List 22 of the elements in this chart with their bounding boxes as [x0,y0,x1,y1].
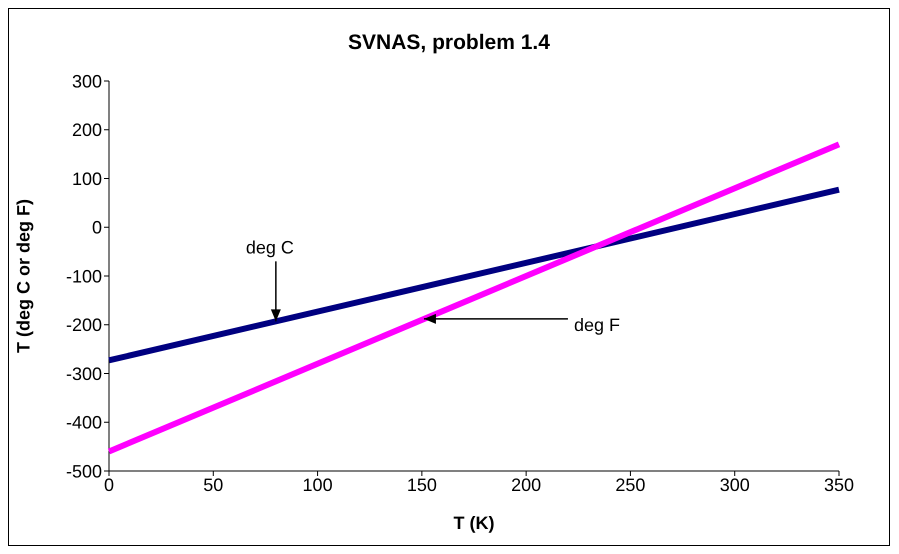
x-tick-label: 350 [824,474,854,495]
y-axis-title: T (deg C or deg F) [13,199,34,353]
y-tick-label: -500 [66,461,102,482]
x-tick-label: 150 [406,474,437,495]
y-tick-label: 200 [72,120,102,140]
y-tick-label: 300 [72,71,102,92]
annotation: deg F [574,314,620,335]
chart-title: SVNAS, problem 1.4 [347,31,551,56]
x-tick-label: 100 [302,474,333,495]
x-tick-label: 250 [615,474,646,495]
y-tick-label: 100 [72,168,102,189]
x-tick-label: 0 [104,474,114,495]
x-axis-title: T (K) [454,513,494,533]
y-tick-label: -400 [66,412,102,433]
annotation: deg C [246,237,294,258]
y-tick-label: -100 [66,266,102,286]
y-tick-label: 0 [92,218,102,238]
x-tick-label: 200 [511,474,542,495]
x-tick-label: 50 [203,474,224,495]
y-tick-label: -200 [66,315,102,336]
y-tick-label: -300 [66,364,102,384]
x-tick-label: 300 [720,474,750,495]
